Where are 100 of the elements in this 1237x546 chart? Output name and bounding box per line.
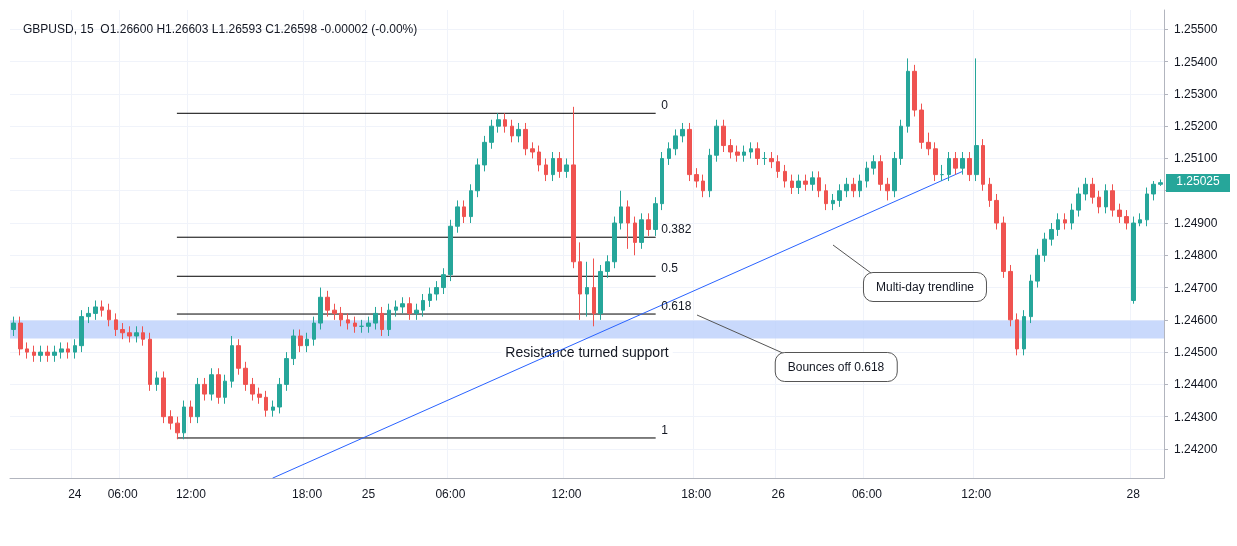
- text: 1.25025: [1166, 173, 1230, 192]
- candlestick: [332, 303, 337, 321]
- candlestick: [646, 212, 651, 237]
- candlestick: [359, 319, 364, 334]
- candlestick: [79, 309, 84, 353]
- candlestick: [728, 138, 733, 159]
- candlestick: [803, 174, 808, 192]
- candlestick: [817, 170, 821, 198]
- candlestick: [906, 57, 910, 134]
- text: GBPUSD, 15 O1.26600 H1.26603 L1.26593 C1.26598 -0.00002 (-0.00%): [23, 22, 418, 36]
- candlestick: [865, 161, 869, 189]
- candlestick: [291, 329, 296, 366]
- candlestick: [1015, 312, 1019, 356]
- candlestick: [510, 119, 514, 143]
- x-tick-label: 18:00: [681, 487, 712, 501]
- candlestick: [885, 177, 890, 201]
- candlestick: [475, 157, 480, 198]
- candlestick: [612, 216, 617, 269]
- x-tick-label: 06:00: [107, 487, 139, 501]
- candlestick: [141, 325, 145, 347]
- candlestick: [1008, 264, 1013, 327]
- series-label: 1: [661, 422, 669, 437]
- candlestick: [783, 164, 787, 189]
- y-tick-label: 1.24400: [1174, 377, 1218, 392]
- candlestick: [1110, 183, 1115, 218]
- candlestick: [86, 306, 91, 324]
- candlestick: [223, 374, 227, 405]
- candlestick: [871, 154, 876, 176]
- candlestick: [298, 329, 303, 353]
- candlestick: [434, 280, 439, 301]
- series-label: 0.5: [661, 261, 679, 276]
- candlestick: [523, 122, 528, 156]
- candlestick: [52, 345, 57, 363]
- x-tick-label: 28: [1126, 487, 1141, 501]
- candlestick: [967, 151, 972, 182]
- candlestick: [1022, 309, 1026, 356]
- candlestick: [796, 174, 801, 195]
- candlestick: [537, 145, 541, 172]
- y-tick-label: 1.25300: [1174, 86, 1218, 101]
- candlestick: [339, 306, 343, 327]
- candlestick: [148, 332, 152, 392]
- candlestick: [11, 316, 16, 337]
- candlestick: [919, 103, 924, 150]
- y-tick-label: 1.24200: [1174, 441, 1218, 456]
- candlestick: [639, 212, 644, 250]
- candlestick: [73, 338, 77, 360]
- candlestick: [394, 299, 398, 318]
- candlestick: [933, 141, 938, 182]
- candlestick: [790, 174, 794, 195]
- candlestick: [407, 296, 412, 321]
- x-tick-label: 12:00: [551, 487, 582, 501]
- candlestick: [503, 112, 507, 134]
- x-tick-label: 26: [771, 487, 786, 501]
- candlestick: [926, 132, 931, 156]
- candlestick: [195, 377, 200, 424]
- candlestick: [312, 316, 316, 347]
- candlestick: [892, 151, 897, 198]
- candlestick: [45, 345, 50, 363]
- candlestick: [598, 264, 603, 321]
- y-tick-label: 1.25100: [1174, 151, 1218, 166]
- candlestick: [544, 157, 548, 182]
- candlestick: [592, 258, 596, 327]
- candlestick: [161, 370, 166, 424]
- candlestick: [127, 325, 132, 343]
- candlestick: [960, 151, 965, 176]
- candlestick: [619, 190, 623, 230]
- candlestick: [981, 138, 985, 192]
- candlestick: [516, 122, 521, 143]
- candlestick: [469, 183, 473, 224]
- candlestick: [107, 303, 111, 327]
- candlestick: [667, 141, 671, 166]
- candlestick: [742, 145, 746, 163]
- x-tick-label: 06:00: [851, 487, 883, 501]
- candlestick: [878, 154, 883, 192]
- candlestick: [1056, 212, 1060, 237]
- candlestick: [134, 325, 139, 343]
- candlestick: [1117, 203, 1122, 224]
- candlestick: [769, 151, 774, 169]
- candlestick: [236, 338, 241, 376]
- candlestick: [38, 345, 43, 363]
- candlestick: [1097, 190, 1101, 214]
- candlestick: [749, 141, 753, 159]
- candlestick: [551, 151, 555, 182]
- candlestick: [776, 154, 780, 179]
- candlestick: [202, 377, 207, 402]
- y-tick-label: 1.24600: [1174, 312, 1218, 327]
- candlestick: [32, 345, 36, 363]
- candlestick: [530, 141, 535, 159]
- candlestick: [605, 254, 610, 279]
- candlestick: [277, 377, 282, 414]
- candlestick: [482, 135, 487, 172]
- candlestick: [414, 303, 419, 321]
- candlestick: [762, 151, 767, 166]
- candlestick: [421, 293, 425, 318]
- candlestick: [1124, 209, 1129, 230]
- candlestick: [155, 370, 159, 392]
- y-tick-label: 1.25200: [1174, 119, 1218, 134]
- candlestick: [858, 174, 862, 198]
- candlestick: [1042, 232, 1047, 263]
- candlestick: [735, 145, 740, 163]
